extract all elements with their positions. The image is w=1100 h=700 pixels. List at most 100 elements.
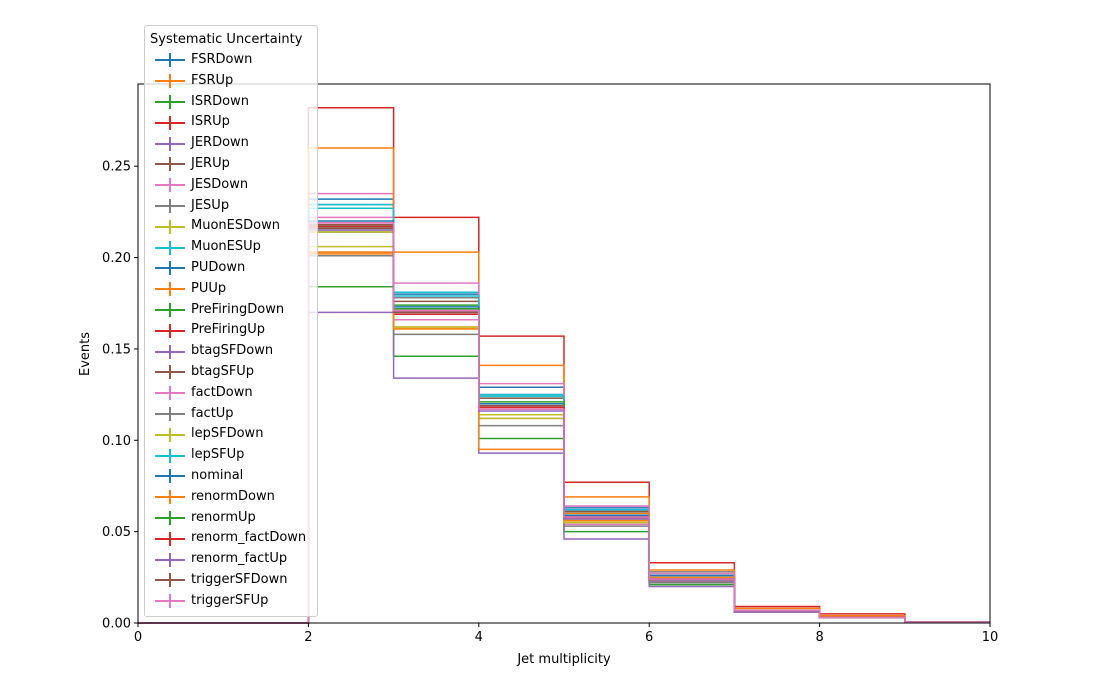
legend-label: PreFiringDown [191, 301, 285, 317]
x-tick-label: 8 [815, 630, 823, 645]
legend-swatch-icon [155, 323, 185, 339]
legend-label: renorm_factDown [191, 530, 307, 546]
legend-swatch-icon [155, 260, 185, 276]
legend-swatch-icon [155, 448, 185, 464]
legend-label: JERUp [191, 155, 230, 171]
x-tick-label: 6 [645, 630, 653, 645]
legend-entry: btagSFDown [145, 341, 317, 362]
legend-label: btagSFDown [191, 343, 274, 359]
legend-entry: lepSFUp [145, 445, 317, 466]
legend-label: PreFiringUp [191, 322, 266, 338]
legend-entry: triggerSFDown [145, 570, 317, 591]
axis-ticks: 0 2 4 6 8 10 0.00 0.05 0.10 0.15 0.20 0.25 [102, 160, 998, 645]
legend-label: MuonESDown [191, 218, 280, 234]
legend-label: FSRDown [191, 52, 253, 67]
legend-entry: JESUp [145, 196, 317, 217]
legend-label: lepSFDown [191, 426, 264, 442]
legend-swatch-icon [155, 364, 185, 380]
y-tick-label: 0.00 [102, 617, 131, 632]
legend-entry: ISRUp [145, 112, 317, 133]
legend-label: ISRDown [191, 93, 249, 109]
legend-label: JERDown [191, 135, 249, 151]
legend-entry: factUp [145, 404, 317, 425]
legend-swatch-icon [155, 136, 185, 152]
legend-entry: renorm_factDown [145, 528, 317, 549]
legend-label: triggerSFUp [191, 592, 269, 608]
legend-label: renormDown [191, 488, 275, 504]
plot-frame [137, 83, 991, 624]
legend-swatch-icon [155, 552, 185, 568]
legend-swatch-icon [155, 156, 185, 172]
legend-label: factDown [191, 384, 253, 400]
legend-entry: renorm_factUp [145, 549, 317, 570]
legend-swatch-icon [155, 115, 185, 131]
legend-label: JESUp [191, 197, 230, 213]
y-tick-label: 0.25 [102, 160, 131, 175]
x-axis-label: Jet multiplicity [516, 652, 611, 667]
x-tick-label: 4 [475, 630, 483, 645]
legend-entry: PUUp [145, 279, 317, 300]
legend-entry: PUDown [145, 258, 317, 279]
legend: Systematic Uncertainty FSRDown FSRUp ISRDo… [144, 25, 318, 617]
legend-swatch-icon [155, 344, 185, 360]
legend-entry: nominal [145, 466, 317, 487]
legend-swatch-icon [155, 240, 185, 256]
legend-entry: JERUp [145, 154, 317, 175]
legend-label: factUp [191, 405, 234, 421]
legend-label: renorm_factUp [191, 551, 288, 567]
legend-entry: triggerSFUp [145, 591, 317, 612]
legend-entry: MuonESUp [145, 237, 317, 258]
legend-label: JESDown [191, 176, 249, 192]
legend-entry: FSRUp [145, 71, 317, 92]
y-tick-label: 0.05 [102, 525, 131, 540]
legend-swatch-icon [155, 489, 185, 505]
legend-entry: PreFiringUp [145, 320, 317, 341]
legend-swatch-icon [155, 468, 185, 484]
legend-entry: MuonESDown [145, 216, 317, 237]
legend-entry: lepSFDown [145, 424, 317, 445]
legend-swatch-icon [155, 406, 185, 422]
legend-entry: JERDown [145, 133, 317, 154]
legend-swatch-icon [155, 52, 185, 68]
legend-entries: FSRDown FSRUp ISRDown ISRUp JERDown JERUp JESD… [145, 50, 317, 612]
legend-swatch-icon [155, 531, 185, 547]
x-tick-label: 10 [982, 630, 999, 645]
legend-swatch-icon [155, 219, 185, 235]
legend-label: FSRUp [191, 72, 234, 88]
legend-entry: renormDown [145, 487, 317, 508]
legend-swatch-icon [155, 281, 185, 297]
legend-entry: JESDown [145, 175, 317, 196]
legend-swatch-icon [155, 572, 185, 588]
legend-label: MuonESUp [191, 239, 261, 255]
legend-swatch-icon [155, 593, 185, 609]
legend-label: triggerSFDown [191, 571, 288, 587]
y-tick-label: 0.20 [102, 251, 131, 266]
legend-swatch-icon [155, 198, 185, 214]
legend-swatch-icon [155, 177, 185, 193]
legend-label: ISRUp [191, 114, 230, 130]
legend-entry: factDown [145, 383, 317, 404]
x-tick-label: 0 [134, 630, 142, 645]
legend-title: Systematic Uncertainty [150, 32, 303, 47]
legend-label: nominal [191, 467, 244, 483]
legend-entry: ISRDown [145, 92, 317, 113]
legend-label: lepSFUp [191, 447, 245, 463]
legend-swatch-icon [155, 73, 185, 89]
legend-swatch-icon [155, 302, 185, 318]
legend-entry: PreFiringDown [145, 300, 317, 321]
legend-entry: renormUp [145, 508, 317, 529]
y-tick-label: 0.15 [102, 342, 131, 357]
x-tick-label: 2 [304, 630, 312, 645]
legend-swatch-icon [155, 385, 185, 401]
legend-label: PUUp [191, 280, 227, 296]
legend-swatch-icon [155, 427, 185, 443]
legend-swatch-icon [155, 94, 185, 110]
legend-label: renormUp [191, 509, 256, 525]
y-tick-label: 0.10 [102, 434, 131, 449]
legend-label: PUDown [191, 259, 246, 275]
y-axis-label: Events [78, 332, 93, 376]
legend-swatch-icon [155, 510, 185, 526]
legend-entry: FSRDown [145, 50, 317, 71]
legend-entry: btagSFUp [145, 362, 317, 383]
legend-label: btagSFUp [191, 363, 255, 379]
